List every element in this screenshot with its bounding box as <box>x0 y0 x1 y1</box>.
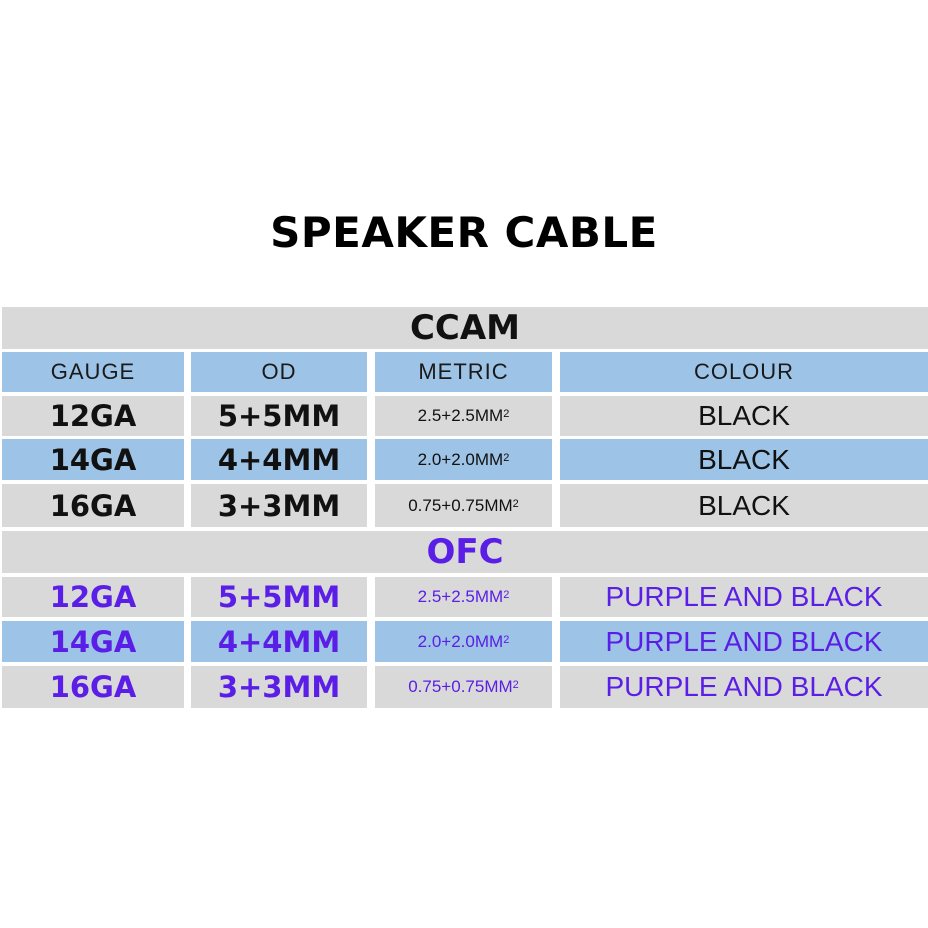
metric-cell: 2.0+2.0MM 2 <box>375 439 552 480</box>
metric-value: 2.0+2.0MM <box>417 631 504 651</box>
metric-cell: 0.75+0.75MM 2 <box>375 666 552 708</box>
colour-cell: BLACK <box>560 484 928 527</box>
header-colour: COLOUR <box>560 352 928 392</box>
od-cell: 4+4MM <box>191 621 367 662</box>
header-gauge: GAUGE <box>2 352 184 392</box>
gauge-cell: 12GA <box>2 577 184 617</box>
metric-cell: 2.5+2.5MM 2 <box>375 396 552 436</box>
od-cell: 3+3MM <box>191 484 367 527</box>
metric-value: 2.5+2.5MM <box>417 406 504 425</box>
metric-value: 0.75+0.75MM <box>408 495 513 515</box>
od-cell: 5+5MM <box>191 396 367 436</box>
page-title: SPEAKER CABLE <box>270 208 658 257</box>
od-cell: 3+3MM <box>191 666 367 708</box>
gauge-cell: 14GA <box>2 439 184 480</box>
od-cell: 4+4MM <box>191 439 367 480</box>
header-od: OD <box>191 352 367 392</box>
metric-value: 2.0+2.0MM <box>417 449 504 469</box>
header-metric: METRIC <box>375 352 552 392</box>
gauge-cell: 16GA <box>2 484 184 527</box>
colour-cell: PURPLE AND BLACK <box>560 577 928 617</box>
colour-cell: BLACK <box>560 439 928 480</box>
metric-cell: 2.5+2.5MM 2 <box>375 577 552 617</box>
metric-exponent: 2 <box>512 497 519 510</box>
metric-cell: 0.75+0.75MM 2 <box>375 484 552 527</box>
metric-exponent: 2 <box>503 451 510 464</box>
od-cell: 5+5MM <box>191 577 367 617</box>
metric-cell: 2.0+2.0MM 2 <box>375 621 552 662</box>
gauge-cell: 16GA <box>2 666 184 708</box>
metric-exponent: 2 <box>503 633 510 646</box>
gauge-cell: 12GA <box>2 396 184 436</box>
colour-cell: PURPLE AND BLACK <box>560 621 928 662</box>
colour-cell: BLACK <box>560 396 928 436</box>
metric-value: 0.75+0.75MM <box>408 677 513 696</box>
section-title-ccam: CCAM <box>2 307 928 349</box>
gauge-cell: 14GA <box>2 621 184 662</box>
metric-exponent: 2 <box>512 679 519 691</box>
metric-exponent: 2 <box>503 589 510 601</box>
section-title-ofc: OFC <box>2 531 928 573</box>
metric-value: 2.5+2.5MM <box>417 587 504 606</box>
colour-cell: PURPLE AND BLACK <box>560 666 928 708</box>
metric-exponent: 2 <box>503 408 510 420</box>
